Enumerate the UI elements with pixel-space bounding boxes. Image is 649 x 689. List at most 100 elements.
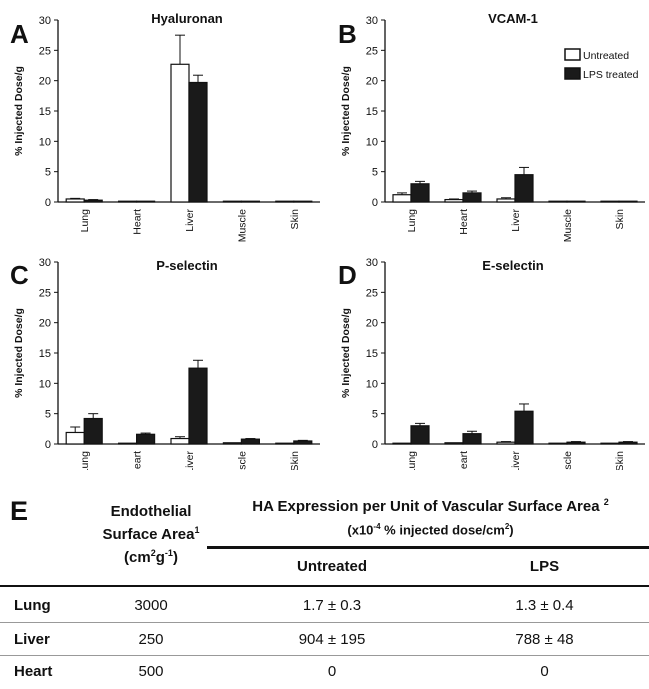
area-header-footnote: 1 [194, 525, 200, 535]
x-tick-label: Muscle [562, 209, 574, 242]
chart-title: P-selectin [156, 258, 217, 273]
row-untreated: 0 [327, 663, 337, 680]
bar-lps-heart [136, 200, 156, 203]
row-lps: 788 ± 48 [515, 631, 574, 648]
y-axis-label: % Injected Dose/g [13, 66, 25, 156]
y-axis-label: % Injected Dose/g [340, 308, 352, 398]
chart-panel-p-selectin: C P-selectin % Injected Dose/g 0 5 10 15 20 25 30… [10, 257, 320, 470]
x-tick-label: Heart [458, 451, 470, 470]
chart-title: E-selectin [482, 258, 543, 273]
ha-unit-pre: (x10 [347, 522, 374, 538]
ha-header-unit: (x10-4 % injected dose/cm2) [212, 522, 649, 537]
y-tick-label: 25 [366, 45, 378, 57]
x-tick-label: Skin [614, 451, 626, 470]
row-organ: Heart [14, 663, 53, 680]
x-tick-label: Skin [289, 209, 301, 230]
table-row: Lung 3000 1.7 ± 0.3 1.3 ± 0.4 [0, 590, 649, 623]
bar-untreated-skin [600, 442, 620, 445]
row-organ: Liver [14, 631, 50, 648]
panel-letter-e: E [10, 496, 29, 526]
panel-letter: B [338, 19, 357, 49]
bar-lps-skin [293, 200, 313, 203]
x-tick-label: Muscle [236, 451, 248, 470]
legend-swatch-lps [564, 67, 581, 80]
bar-lps-liver [188, 367, 208, 445]
header-rule [207, 546, 649, 549]
legend-label-untreated: Untreated [583, 50, 629, 62]
y-tick-label: 20 [366, 76, 378, 88]
y-tick-label: 5 [45, 409, 51, 421]
x-tick-label: Lung [79, 451, 91, 470]
x-tick-label: Liver [510, 209, 522, 232]
x-tick-label: Heart [458, 209, 470, 235]
bar-untreated-liver [496, 441, 516, 445]
bar-untreated-skin [275, 442, 295, 445]
y-tick-label: 10 [366, 378, 378, 390]
bar-lps-lung [410, 425, 430, 445]
row-area: 250 [138, 631, 164, 648]
bar-untreated-skin [275, 200, 295, 203]
y-tick-label: 15 [366, 348, 378, 360]
chart-title: VCAM-1 [488, 11, 538, 26]
bar-untreated-liver [170, 437, 190, 445]
y-tick-label: 30 [366, 15, 378, 27]
bar-untreated-muscle [222, 200, 242, 203]
area-unit-post: ) [172, 549, 178, 566]
bar-untreated-heart [117, 442, 138, 445]
y-tick-label: 0 [372, 197, 378, 209]
chart-title: Hyaluronan [151, 11, 223, 26]
area-unit-mid: g [155, 549, 165, 566]
y-tick-label: 10 [39, 378, 51, 390]
bar-lps-skin [618, 441, 638, 445]
y-tick-label: 5 [45, 167, 51, 179]
row-area: 3000 [134, 597, 168, 614]
ha-title-footnote: 2 [603, 497, 609, 507]
area-column-header: Endothelial Surface Area1 (cm2g-1) [90, 502, 212, 567]
x-tick-label: Liver [510, 451, 522, 470]
col-header-lps: LPS [529, 558, 560, 575]
bar-lps-muscle [240, 438, 260, 445]
ha-header-title: HA Expression per Unit of Vascular Surfa… [212, 497, 649, 515]
y-tick-label: 30 [366, 257, 378, 269]
bar-lps-muscle [566, 200, 586, 203]
panel-letter: A [10, 19, 29, 49]
bar-lps-liver [514, 174, 534, 203]
x-tick-label: Lung [79, 209, 91, 233]
bar-lps-lung [83, 199, 103, 203]
area-unit-pre: (cm [124, 549, 151, 566]
y-tick-label: 10 [366, 136, 378, 148]
bar-untreated-lung [392, 194, 412, 203]
bar-untreated-heart [117, 200, 138, 203]
legend-label-lps: LPS treated [583, 69, 639, 81]
bar-untreated-liver [496, 198, 516, 203]
row-area: 500 [138, 663, 164, 680]
y-tick-label: 0 [45, 439, 51, 451]
row-lps: 1.3 ± 0.4 [515, 597, 574, 614]
bar-lps-liver [514, 410, 534, 445]
area-unit-sup2: -1 [164, 548, 173, 558]
bar-lps-heart [462, 433, 482, 445]
table-row: Liver 250 904 ± 195 788 ± 48 [0, 624, 649, 657]
y-tick-label: 30 [39, 15, 51, 27]
bar-untreated-muscle [222, 442, 242, 445]
chart-panel-vcam-1: B VCAM-1 % Injected Dose/g 0 5 10 15 20 25 30 Lung… [338, 11, 645, 242]
y-tick-label: 20 [39, 318, 51, 330]
y-tick-label: 5 [372, 167, 378, 179]
bar-lps-lung [83, 417, 103, 445]
x-tick-label: Muscle [236, 209, 248, 242]
x-tick-label: Muscle [562, 451, 574, 470]
x-tick-label: Heart [132, 209, 144, 235]
row-untreated: 904 ± 195 [298, 631, 366, 648]
area-header-line1: Endothelial [110, 503, 192, 520]
y-tick-label: 30 [39, 257, 51, 269]
bar-untreated-heart [444, 442, 464, 445]
bar-lps-heart [462, 192, 482, 203]
y-tick-label: 15 [39, 106, 51, 118]
ha-title-text: HA Expression per Unit of Vascular Surfa… [252, 498, 600, 515]
table-top-rule [0, 585, 649, 587]
ha-unit-mid: % injected dose/cm [380, 522, 505, 538]
y-tick-label: 10 [39, 136, 51, 148]
x-tick-label: Lung [406, 209, 418, 233]
table-row: Heart 500 0 0 [0, 656, 649, 689]
x-tick-label: Lung [406, 451, 418, 470]
